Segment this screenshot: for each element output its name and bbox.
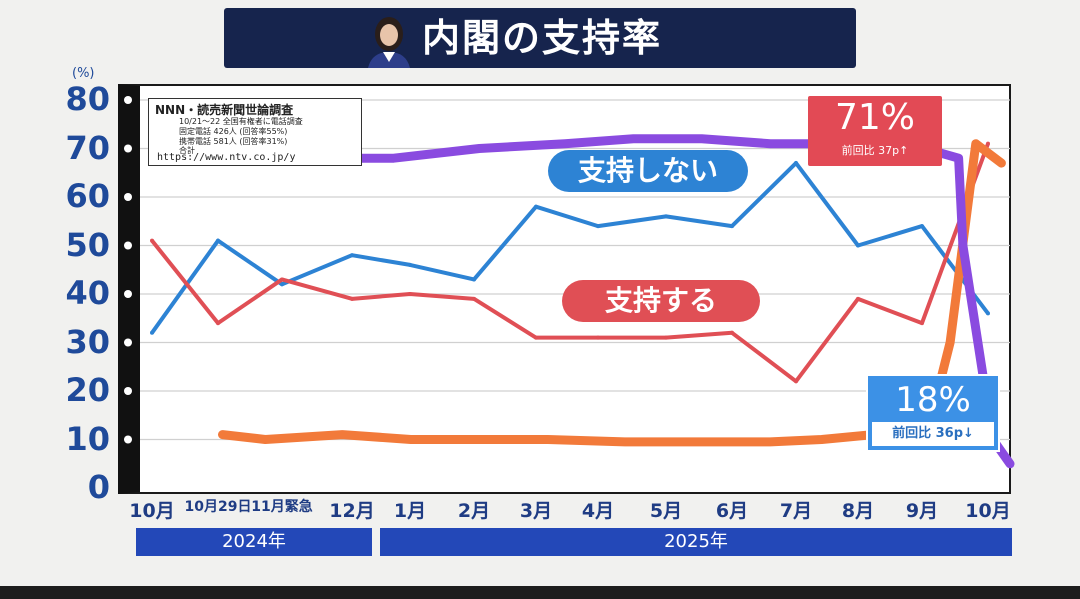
y-tick-dot	[124, 193, 132, 201]
survey-url: https://www.ntv.co.jp/y	[157, 152, 296, 163]
x-tick-label: 1月	[393, 500, 427, 522]
y-tick-label: 80	[65, 80, 110, 118]
survey-mobile: 携帯電話 581人 (回答率31%)	[179, 137, 288, 146]
oppose-point	[664, 214, 668, 219]
oppose-point	[472, 277, 476, 282]
x-tick-label: 5月	[649, 500, 683, 522]
x-tick-label: 6月	[715, 500, 749, 522]
bottom-strip	[0, 586, 1080, 599]
oppose-point	[596, 224, 600, 229]
oppose-point	[408, 262, 412, 267]
support-point	[408, 292, 412, 296]
y-tick-label: 40	[65, 274, 110, 312]
survey-total: 合計	[179, 146, 195, 155]
oppose-point	[986, 311, 990, 316]
y-tick-label: 10	[65, 419, 110, 458]
year-group-label: 2024年	[136, 528, 372, 556]
oppose-latest-callout: 18% 前回比 36p↓	[866, 374, 1000, 452]
oppose-latest-change: 前回比 36p↓	[872, 422, 994, 446]
y-tick-label: 0	[87, 468, 110, 506]
survey-info-box: NNN・読売新聞世論調査 10/21～22 全国有権者に電話調査 固定電話 42…	[148, 98, 362, 166]
oppose-point	[730, 224, 734, 229]
y-tick-label: 20	[65, 371, 110, 409]
support-point	[596, 335, 600, 340]
x-tick-label: 9月	[905, 500, 939, 522]
support-series-line	[150, 142, 990, 384]
page-title: 内閣の支持率	[422, 16, 663, 60]
support-latest-change: 前回比 37p↑	[841, 144, 909, 157]
y-tick-dot	[124, 144, 132, 153]
presenter-portrait	[360, 8, 418, 68]
survey-dates: 10/21～22 全国有権者に電話調査	[179, 117, 303, 126]
y-tick-dot	[124, 387, 132, 395]
support-point	[216, 321, 220, 326]
survey-landline: 固定電話 426人 (回答率55%)	[179, 127, 288, 136]
x-tick-label: 2月	[457, 500, 491, 522]
y-axis-unit: (%)	[72, 66, 95, 81]
oppose-point	[216, 238, 220, 243]
support-point	[472, 296, 476, 301]
support-point	[350, 296, 354, 301]
oppose-point	[350, 253, 354, 258]
oppose-point	[280, 282, 284, 287]
support-point	[534, 335, 538, 340]
y-tick-label: 30	[65, 322, 110, 361]
purple-hand-drawn-line	[166, 134, 1015, 469]
y-tick-dot	[124, 241, 132, 250]
support-latest-callout: 71% 前回比 37p↑	[808, 96, 942, 166]
y-tick-dot	[124, 290, 132, 298]
title-banner	[224, 8, 856, 68]
support-point	[280, 277, 284, 282]
series-layer	[150, 141, 990, 384]
x-tick-label: 10月	[965, 500, 1011, 522]
oppose-point	[150, 330, 154, 335]
y-tick-label: 70	[65, 128, 110, 167]
support-latest-value: 71%	[834, 97, 915, 138]
x-tick-label: 4月	[581, 500, 615, 522]
y-tick-label: 50	[65, 225, 110, 264]
x-tick-label: 3月	[519, 500, 553, 522]
support-series-label: 支持する	[562, 280, 760, 322]
oppose-series-label: 支持しない	[548, 150, 748, 192]
oppose-point	[534, 204, 538, 209]
support-point	[150, 238, 154, 243]
x-tick-label: 11月緊急	[251, 499, 313, 515]
oppose-point	[856, 243, 860, 248]
x-tick-label: 10月29日	[184, 499, 252, 515]
survey-title: NNN・読売新聞世論調査	[155, 103, 294, 117]
oppose-point	[794, 161, 798, 166]
oppose-series-line	[150, 161, 990, 334]
support-point	[664, 335, 668, 340]
support-point	[986, 141, 990, 146]
x-tick-label: 8月	[841, 500, 875, 522]
y-tick-dot	[124, 338, 132, 347]
x-tick-label: 10月	[129, 500, 175, 522]
support-point	[730, 330, 734, 335]
oppose-point	[920, 224, 924, 229]
x-tick-label: 7月	[779, 500, 813, 522]
y-tick-label: 60	[65, 177, 110, 215]
x-tick-label: 12月	[329, 500, 375, 522]
support-point	[794, 379, 798, 384]
support-point	[920, 321, 924, 326]
y-tick-dot	[124, 96, 132, 104]
year-group-label: 2025年	[380, 528, 1012, 556]
y-tick-dot	[124, 435, 132, 444]
oppose-latest-value: 18%	[895, 380, 971, 420]
support-point	[856, 296, 860, 301]
